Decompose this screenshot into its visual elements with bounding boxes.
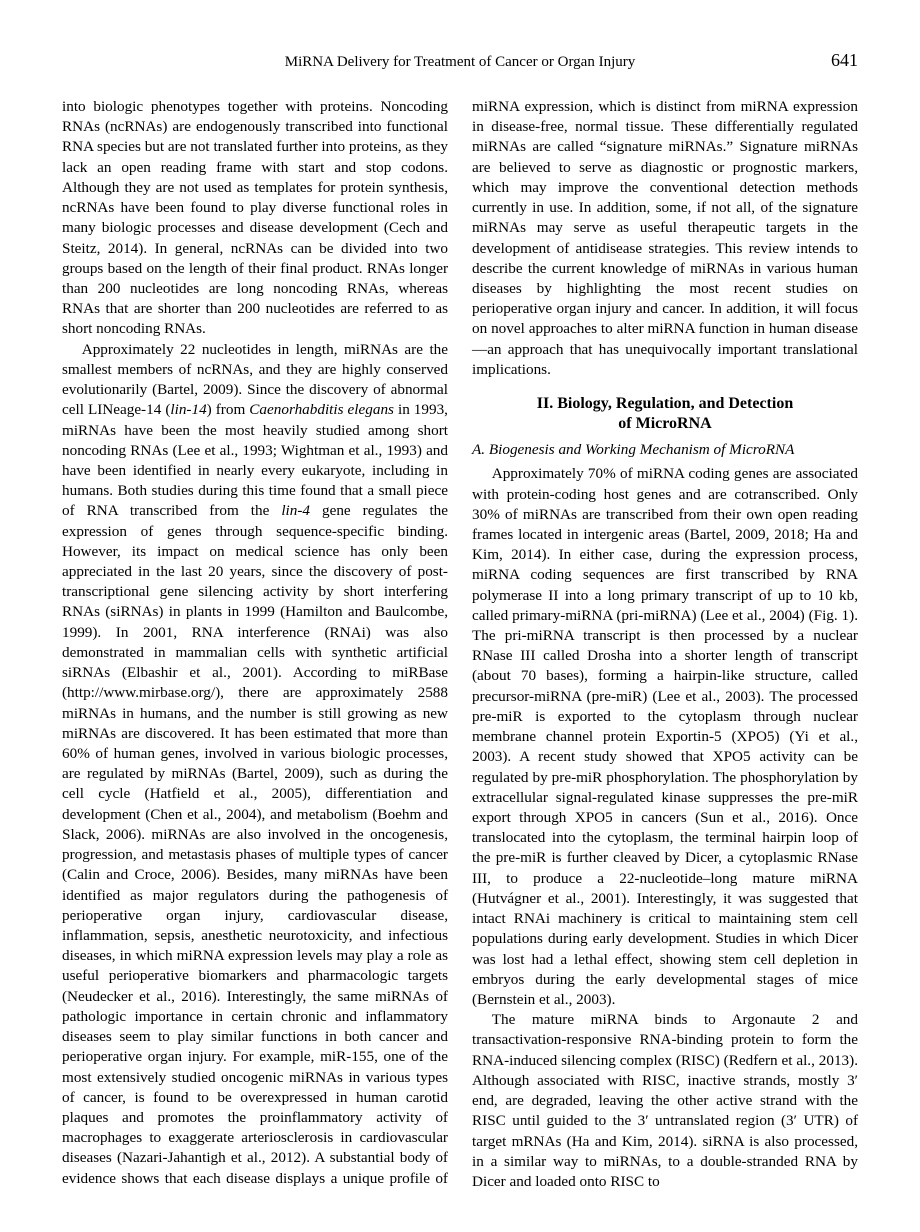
- heading-text: II. Biology, Regulation, and Detection: [537, 395, 793, 412]
- running-head: MiRNA Delivery for Treatment of Cancer o…: [62, 50, 858, 71]
- body-text: The mature miRNA binds to Argonaute 2 an…: [472, 1011, 858, 1190]
- body-text: Approximately 70% of miRNA coding genes …: [472, 465, 858, 1008]
- running-title: MiRNA Delivery for Treatment of Cancer o…: [122, 54, 798, 71]
- heading-text: of MicroRNA: [618, 415, 711, 432]
- section-heading: II. Biology, Regulation, and Detection o…: [472, 394, 858, 434]
- body-text: ) from: [207, 401, 250, 418]
- body-text: into biologic phenotypes together with p…: [62, 98, 448, 337]
- gene-name: lin-4: [281, 502, 310, 519]
- paragraph: The mature miRNA binds to Argonaute 2 an…: [472, 1010, 858, 1192]
- page-number: 641: [798, 50, 858, 71]
- species-name: Caenorhabditis elegans: [249, 401, 394, 418]
- subsection-heading: A. Biogenesis and Working Mechanism of M…: [472, 440, 858, 460]
- paragraph: Approximately 70% of miRNA coding genes …: [472, 464, 858, 1010]
- page: MiRNA Delivery for Treatment of Cancer o…: [0, 0, 920, 1232]
- body-columns: into biologic phenotypes together with p…: [62, 97, 858, 1192]
- gene-name: lin-14: [170, 401, 206, 418]
- paragraph: into biologic phenotypes together with p…: [62, 97, 448, 340]
